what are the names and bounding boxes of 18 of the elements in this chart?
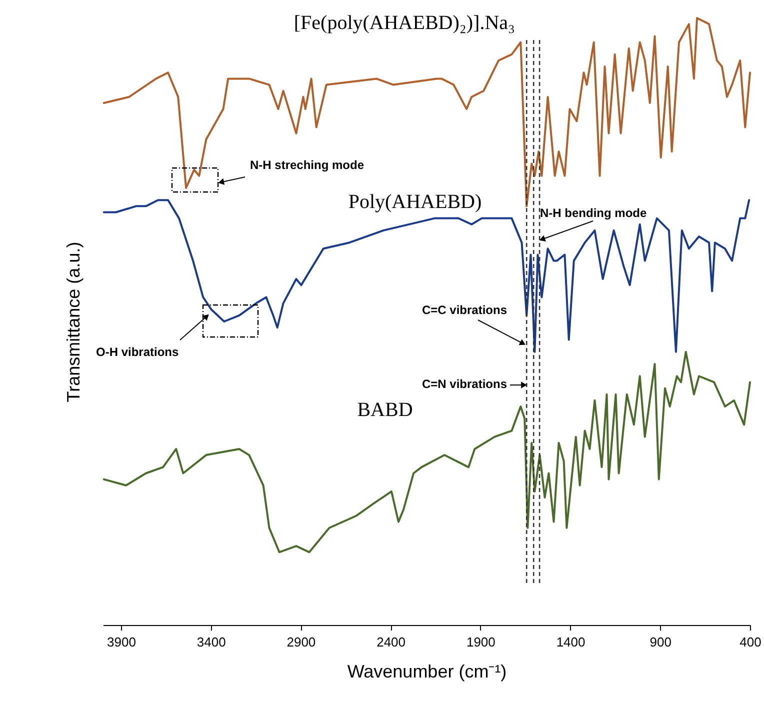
x-tick-label: 3900 bbox=[107, 634, 136, 650]
x-tick-label: 1400 bbox=[556, 634, 586, 650]
annotation: N-H streching mode bbox=[250, 158, 364, 172]
series-label: [Fe(poly(AHAEBD)₂)].Na₃ bbox=[294, 12, 515, 34]
x-tick-label: 1900 bbox=[466, 634, 496, 650]
x-tick-label: 2400 bbox=[376, 634, 406, 650]
x-tick-label: 2900 bbox=[286, 634, 316, 650]
x-tick-label: 400 bbox=[740, 634, 762, 650]
annotation: C=N vibrations bbox=[422, 377, 508, 391]
x-tick-label: 3400 bbox=[196, 634, 226, 650]
annotation: N-H bending mode bbox=[540, 206, 647, 220]
annotation: O-H vibrations bbox=[96, 345, 179, 359]
series-label: Poly(AHAEBD) bbox=[348, 191, 482, 213]
annotation: C=C vibrations bbox=[422, 303, 508, 317]
x-tick-label: 900 bbox=[650, 634, 672, 650]
x-axis-title: Wavenumber (cm⁻¹) bbox=[347, 662, 507, 682]
text: BABD bbox=[357, 399, 413, 421]
y-axis-title: Transmittance (a.u.) bbox=[64, 242, 84, 402]
